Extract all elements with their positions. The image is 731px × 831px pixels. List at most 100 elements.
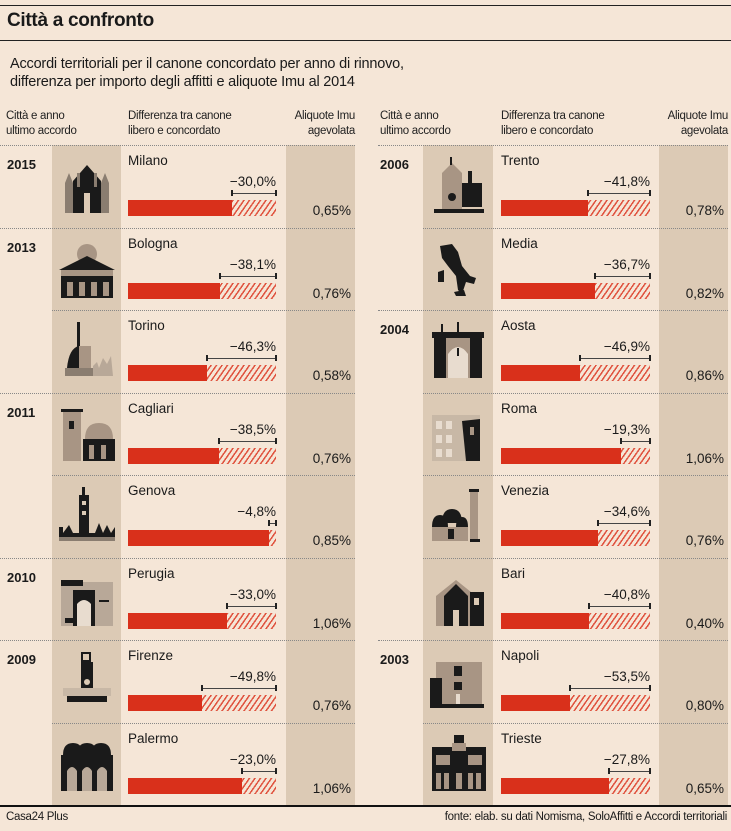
bar-difference-hatched: [227, 612, 276, 629]
header-text: Differenza tra canone: [128, 110, 232, 122]
difference-label: −53,5%: [603, 669, 650, 684]
header-text: libero e concordato: [128, 125, 221, 137]
header-text: ultimo accordo: [380, 125, 451, 137]
imu-rate-label: 0,65%: [685, 780, 724, 796]
year-label: 2003: [380, 652, 409, 667]
imu-rate-label: 0,58%: [312, 368, 351, 383]
bar-difference-hatched: [202, 695, 276, 711]
difference-label: −36,7%: [603, 256, 650, 272]
bar-concordato: [128, 447, 220, 464]
bar-concordato: [128, 612, 228, 629]
header-text: ultimo accordo: [6, 125, 77, 137]
city-name: Genova: [128, 483, 176, 498]
row-separator: [0, 145, 355, 146]
bar-concordato: [501, 530, 599, 546]
header-text: agevolata: [307, 125, 355, 137]
subtitle-line-2: differenza per importo degli affitti e a…: [10, 74, 355, 90]
difference-label: −40,8%: [603, 586, 650, 602]
chart-title: Città a confronto: [7, 10, 154, 31]
difference-bracket: [218, 272, 278, 279]
imu-rate-label: 1,06%: [312, 615, 351, 631]
perugia-arch-icon: [55, 566, 119, 630]
difference-bracket: [240, 767, 278, 774]
difference-bracket: [579, 355, 651, 361]
city-name: Torino: [128, 318, 165, 333]
row-separator: [52, 722, 355, 724]
city-name: Trento: [501, 153, 540, 168]
footer-credit: Casa24 Plus: [6, 811, 68, 823]
row-separator: [0, 640, 355, 641]
bar-difference-hatched: [268, 530, 276, 546]
city-name: Aosta: [501, 318, 536, 333]
bar-difference-hatched: [621, 447, 650, 464]
palermo-domes-icon: [55, 731, 119, 795]
year-label: 2015: [7, 157, 36, 172]
bar-difference-hatched: [570, 695, 650, 711]
imu-rate-label: 0,76%: [312, 698, 351, 713]
bar-difference-hatched: [580, 365, 650, 381]
city-name: Cagliari: [128, 400, 174, 416]
bar-difference-hatched: [608, 777, 650, 794]
imu-rate-label: 0,65%: [312, 203, 351, 218]
bar-difference-hatched: [589, 612, 650, 629]
row-separator: [423, 722, 728, 724]
row-separator: [423, 227, 728, 229]
difference-bracket: [230, 190, 278, 196]
header-text: Città e anno: [6, 110, 65, 122]
year-label: 2004: [380, 322, 409, 337]
imu-rate-label: 0,82%: [685, 285, 724, 301]
imu-rate-label: 0,76%: [685, 533, 724, 548]
bar-concordato: [501, 695, 571, 711]
city-name: Napoli: [501, 648, 540, 663]
city-name: Firenze: [128, 648, 174, 663]
palazzo-vecchio-icon: [55, 648, 119, 712]
header-difference-left: Differenza tra canone libero e concordat…: [128, 109, 232, 139]
bar-concordato: [128, 695, 203, 711]
row-separator: [378, 640, 728, 641]
bar-concordato: [501, 200, 588, 216]
difference-label: −4,8%: [237, 504, 276, 519]
imu-rate-label: 1,06%: [685, 450, 724, 466]
city-name: Trieste: [501, 730, 542, 746]
difference-bracket: [218, 437, 277, 444]
city-name: Perugia: [128, 565, 175, 581]
imu-rate-label: 0,78%: [685, 203, 724, 218]
chart-subtitle: Accordi territoriali per il canone conco…: [10, 55, 404, 91]
difference-bracket: [597, 520, 651, 526]
year-label: 2006: [380, 157, 409, 172]
trieste-municipio-icon: [426, 731, 490, 795]
san-marco-icon: [426, 483, 490, 547]
difference-bracket: [607, 767, 652, 774]
city-name: Bari: [501, 565, 526, 581]
row-separator: [0, 392, 355, 394]
difference-bracket: [586, 190, 652, 196]
maschio-angioino-icon: [426, 648, 490, 712]
header-imu-right: Aliquote Imu agevolata: [641, 109, 729, 139]
difference-label: −49,8%: [229, 669, 276, 684]
trento-duomo-icon: [426, 153, 490, 217]
row-separator: [52, 310, 355, 311]
bar-difference-hatched: [231, 200, 276, 216]
row-separator: [423, 475, 728, 476]
row-separator: [0, 557, 355, 559]
bar-difference-hatched: [207, 365, 276, 381]
header-text: Aliquote Imu: [294, 110, 356, 122]
bar-difference-hatched: [595, 282, 650, 299]
imu-rate-label: 0,86%: [685, 368, 724, 383]
footer-source: fonte: elab. su dati Nomisma, SoloAffitt…: [444, 811, 728, 823]
city-name: Palermo: [128, 730, 179, 746]
row-separator: [378, 310, 728, 311]
cagliari-tower-icon: [55, 401, 119, 465]
subtitle-line-1: Accordi territoriali per il canone conco…: [10, 56, 404, 72]
lanterna-genova-icon: [55, 483, 119, 547]
aosta-arch-icon: [426, 318, 490, 382]
bari-cathedral-icon: [426, 566, 490, 630]
row-separator: [423, 557, 728, 559]
difference-label: −34,6%: [603, 504, 650, 519]
milan-cathedral-icon: [55, 153, 119, 217]
difference-bracket: [569, 685, 651, 691]
header-text: agevolata: [680, 125, 728, 137]
difference-label: −41,8%: [603, 174, 650, 189]
row-separator: [378, 145, 728, 146]
row-separator: [52, 475, 355, 476]
